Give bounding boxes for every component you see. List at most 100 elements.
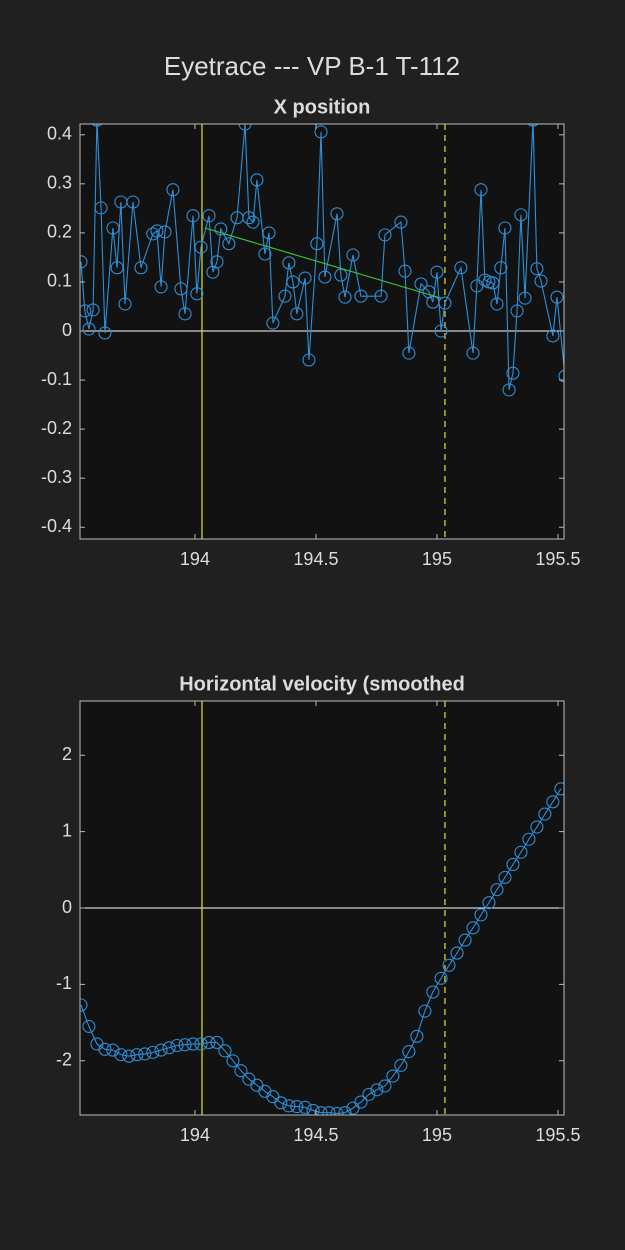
marker	[262, 226, 276, 240]
marker	[374, 289, 388, 303]
marker	[438, 296, 452, 310]
marker	[514, 208, 528, 222]
marker	[394, 1058, 408, 1072]
marker	[210, 255, 224, 269]
marker	[290, 307, 304, 321]
axes-box	[79, 123, 565, 540]
figure-title: Eyetrace --- VP B-1 T-112	[164, 51, 460, 81]
marker	[530, 262, 544, 276]
marker	[506, 857, 520, 872]
plot-area	[80, 701, 564, 1115]
marker	[530, 820, 544, 834]
marker	[538, 807, 552, 821]
marker	[378, 228, 392, 242]
marker	[426, 985, 440, 999]
y-tick-label: -0.3	[41, 467, 72, 487]
marker	[166, 183, 180, 197]
marker	[454, 261, 468, 275]
x-tick-label: 194.5	[293, 1125, 338, 1145]
marker	[330, 1106, 344, 1115]
marker	[386, 1069, 400, 1083]
marker	[186, 209, 200, 223]
marker	[122, 1049, 136, 1063]
marker	[258, 247, 272, 261]
marker	[494, 261, 508, 275]
marker	[458, 933, 472, 947]
marker	[442, 958, 456, 972]
marker	[490, 883, 504, 897]
plot-area	[80, 124, 564, 539]
marker	[210, 1035, 224, 1049]
marker	[330, 207, 344, 221]
marker	[278, 289, 292, 303]
marker	[402, 346, 416, 360]
marker	[302, 353, 316, 367]
marker	[94, 201, 108, 215]
marker	[402, 1045, 416, 1059]
marker	[274, 1096, 288, 1110]
marker	[134, 261, 148, 275]
marker	[246, 215, 260, 229]
marker	[338, 1106, 352, 1115]
marker	[266, 316, 280, 330]
marker	[91, 124, 103, 127]
marker	[362, 1087, 376, 1101]
marker	[378, 1079, 392, 1093]
marker	[118, 297, 132, 311]
marker	[534, 274, 548, 288]
y-tick-label: 0	[62, 320, 72, 340]
marker	[466, 346, 480, 360]
marker	[202, 209, 216, 223]
y-tick-label: 0	[62, 897, 72, 917]
marker	[338, 290, 352, 304]
marker	[174, 282, 188, 296]
marker	[126, 195, 140, 209]
marker	[518, 291, 532, 305]
marker	[282, 1099, 296, 1113]
marker	[106, 1043, 120, 1057]
y-tick-label: -0.4	[41, 516, 72, 536]
marker	[498, 221, 512, 235]
marker	[80, 998, 88, 1012]
marker	[306, 1103, 320, 1115]
series-line	[80, 124, 564, 390]
y-tick-label: 0.1	[47, 271, 72, 291]
marker	[554, 782, 564, 796]
marker	[414, 277, 428, 291]
marker	[490, 297, 504, 311]
marker	[138, 1047, 152, 1061]
marker	[314, 125, 328, 139]
marker	[82, 1019, 96, 1033]
y-tick-label: 0.3	[47, 173, 72, 193]
marker	[546, 329, 560, 343]
marker	[310, 237, 324, 251]
marker	[354, 289, 368, 303]
marker	[527, 124, 539, 127]
marker	[466, 921, 480, 935]
marker	[114, 1048, 128, 1062]
marker	[154, 1043, 168, 1057]
x-tick-label: 195	[422, 1125, 452, 1145]
marker	[250, 173, 264, 187]
marker	[298, 1100, 312, 1114]
axes-box	[79, 700, 565, 1116]
marker	[394, 215, 408, 229]
marker	[238, 124, 252, 131]
marker	[370, 1083, 384, 1097]
y-tick-label: 1	[62, 820, 72, 840]
marker	[546, 795, 560, 809]
marker	[226, 1054, 240, 1068]
x-tick-label: 195.5	[535, 1125, 580, 1145]
y-tick-label: 0.2	[47, 222, 72, 242]
y-tick-label: -0.1	[41, 369, 72, 389]
marker	[202, 1035, 216, 1049]
marker	[110, 261, 124, 275]
marker	[550, 290, 564, 304]
marker	[410, 1029, 424, 1043]
marker	[80, 304, 92, 318]
marker	[234, 1064, 248, 1078]
marker	[506, 366, 520, 380]
marker	[522, 832, 536, 846]
marker	[398, 264, 412, 278]
